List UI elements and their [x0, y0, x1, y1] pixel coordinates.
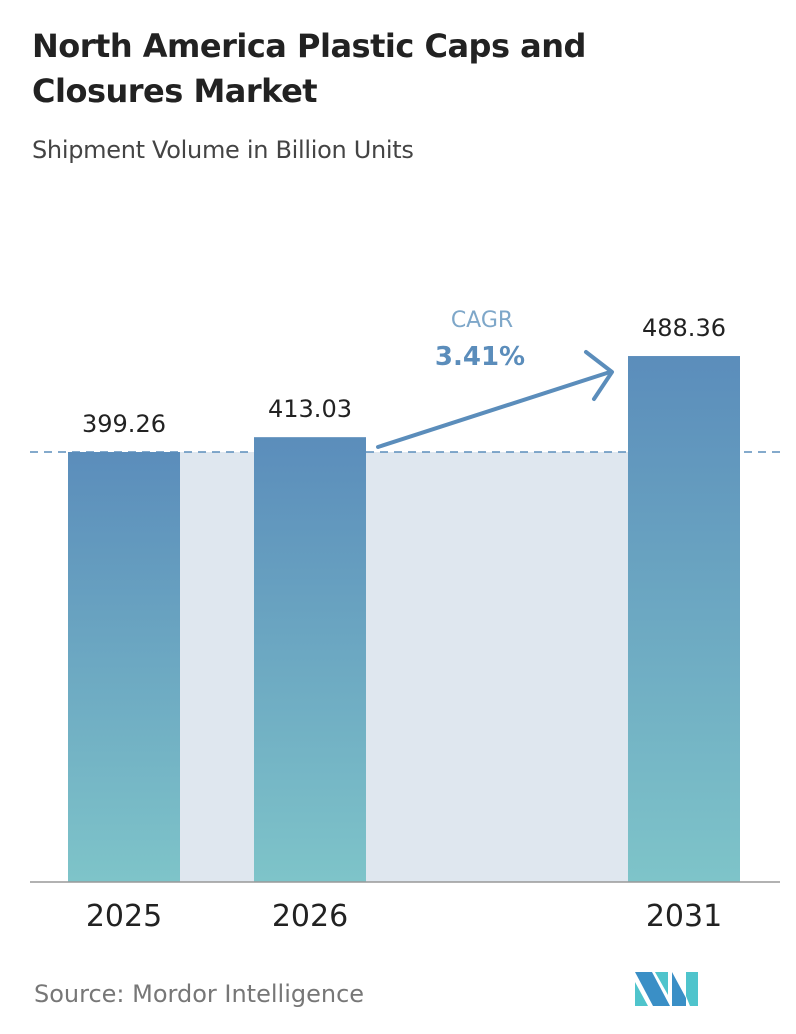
cagr-label: CAGR: [451, 308, 513, 333]
mordor-logo: [635, 972, 698, 1006]
source-note: Source: Mordor Intelligence: [34, 980, 365, 1008]
x-tick-label-2026: 2026: [272, 899, 348, 934]
reference-fill-area: [180, 452, 628, 882]
bar-2031: [628, 356, 740, 882]
x-tick-label-2031: 2031: [646, 899, 722, 934]
x-tick-label-2025: 2025: [86, 899, 162, 934]
chart-title: North America Plastic Caps and Closures …: [32, 27, 586, 110]
bar-2025: [68, 452, 180, 882]
cagr-value: 3.41%: [435, 342, 525, 372]
data-label-2025: 399.26: [82, 410, 166, 438]
chart-subtitle: Shipment Volume in Billion Units: [32, 136, 414, 164]
cagr-arrow: [376, 350, 614, 449]
data-label-2026: 413.03: [268, 395, 352, 423]
data-label-2031: 488.36: [642, 314, 726, 342]
bar-2026: [254, 437, 366, 882]
